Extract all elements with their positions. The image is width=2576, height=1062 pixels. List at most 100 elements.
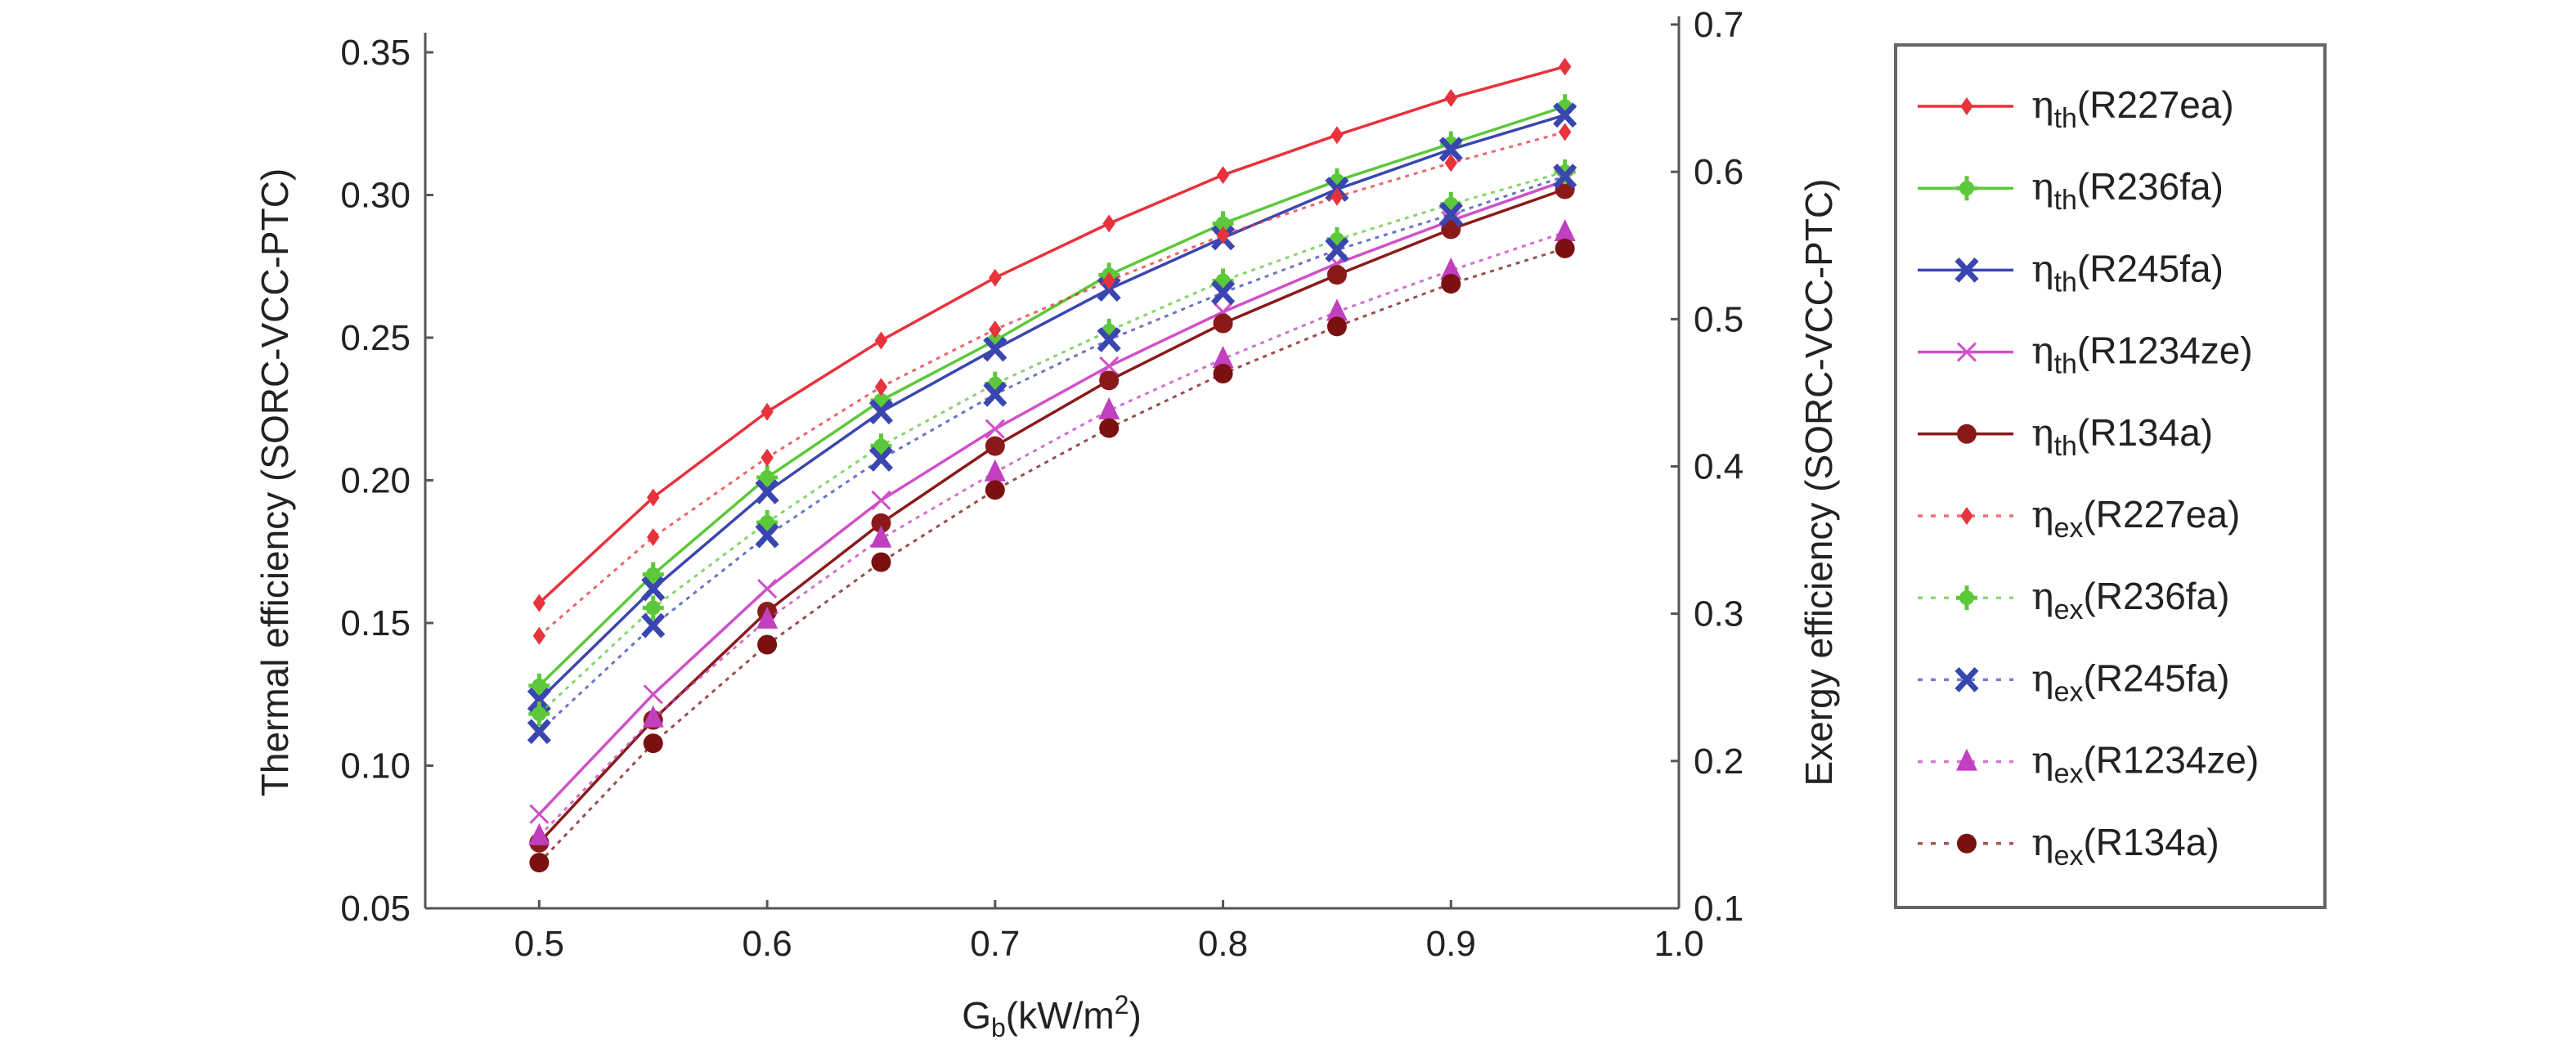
series-th-R1234ze [529,170,1575,824]
plot-area [527,57,1577,873]
marker-plus-cross [1956,585,1977,611]
marker-circle [1441,219,1461,240]
marker-plus-cross [642,595,664,621]
marker-thin-x [757,579,778,599]
legend-label: ηex(R236fa) [2031,574,2229,625]
series-ex-R236fa [528,159,1576,727]
marker-diamond [1960,507,1973,525]
marker-x [641,576,666,602]
y-axis-label-left: Thermal efficiency (SORC-VCC-PTC) [254,168,296,796]
marker-triangle [528,822,550,845]
marker-plus [1956,176,1977,201]
x-axis-label: Gb(kW/m2) [962,990,1142,1042]
marker-plus-cross [756,509,779,535]
series-line [538,179,1566,816]
marker-x [641,612,666,639]
marker-x [1325,237,1349,263]
x-tick-label: 0.8 [1198,924,1248,964]
marker-triangle [1098,397,1120,420]
marker-thin-x [529,804,550,824]
legend-item: ηth(R227ea) [1918,83,2234,134]
marker-plus [756,509,779,535]
marker-circle [1326,265,1347,285]
y-tick-label-left: 0.25 [340,318,411,358]
marker-diamond [874,331,888,350]
legend-label: ηex(R245fa) [2031,656,2229,707]
marker-diamond [1216,166,1230,185]
marker-diamond [1558,123,1572,141]
legend-item: ηex(R236fa) [1918,574,2229,625]
x-tick-label: 0.5 [514,924,564,964]
marker-plus [1956,585,1977,611]
marker-triangle [642,705,664,728]
marker-thin-x [643,684,663,705]
marker-x [1438,202,1463,227]
marker-triangle [1956,748,1977,771]
marker-x [868,446,894,472]
legend-item: ηex(R245fa) [1918,656,2229,707]
y-tick-label-left: 0.35 [340,33,411,73]
marker-diamond [1331,187,1344,206]
marker-diamond [989,268,1002,287]
marker-circle [1099,370,1120,391]
marker-plus-cross [528,673,550,698]
y-tick-label-right: 0.5 [1694,299,1744,339]
y-tick-label-right: 0.6 [1694,152,1744,192]
series-ex-R1234ze [528,219,1576,845]
y-tick-label-left: 0.20 [340,461,411,501]
legend-label: ηex(R134a) [2031,820,2219,872]
y-tick-label-left: 0.10 [340,746,411,786]
marker-x [1097,327,1121,352]
marker-thin-x [985,419,1005,439]
marker-diamond [532,594,546,612]
marker-diamond [1558,57,1572,76]
legend-label: ηth(R1234ze) [2031,329,2253,380]
legend-item: ηex(R1234ze) [1918,738,2259,790]
marker-circle [985,480,1005,500]
marker-plus-cross [528,701,550,727]
marker-circle [985,436,1005,456]
marker-x [1210,280,1236,306]
marker-triangle [1554,219,1576,242]
marker-plus-cross [870,433,892,459]
legend: ηth(R227ea) ηth(R236fa) ηth(R245fa) ηth(R12… [1918,83,2259,872]
marker-x [527,719,551,745]
marker-x [868,399,894,425]
marker-plus [642,562,664,587]
series-th-R245fa [527,102,1577,713]
marker-thin-x [1956,342,1977,362]
y-tick-label-left: 0.30 [340,176,411,216]
marker-diamond [532,626,546,645]
legend-item: ηth(R134a) [1918,410,2213,462]
marker-circle [529,853,550,873]
marker-x [983,336,1008,362]
series-ex-R227ea [532,123,1572,645]
marker-circle [1441,274,1461,294]
marker-x [755,522,779,549]
series-line [538,65,1566,604]
marker-triangle [1212,345,1234,368]
marker-diamond [874,378,888,397]
marker-circle [1099,418,1120,438]
marker-plus [756,465,779,491]
axes: 0.5 0.6 0.7 0.8 0.9 1.0 0.05 0.10 0.15 0.20 0.25 0.… [340,5,1744,964]
series-line [538,187,1566,844]
legend-item: ηex(R134a) [1918,820,2219,872]
marker-triangle [1440,257,1462,280]
series-line [538,231,1566,837]
legend-label: ηth(R245fa) [2031,246,2224,298]
series-line [538,114,1566,701]
marker-circle [1213,363,1233,383]
series-line [538,175,1566,733]
y-tick-label-right: 0.4 [1694,447,1744,487]
marker-plus-cross [756,465,779,491]
x-tick-label: 1.0 [1654,924,1703,964]
marker-diamond [647,488,660,507]
legend-label: ηth(R236fa) [2031,164,2224,216]
series-line [538,170,1566,715]
marker-circle [1957,833,1977,854]
marker-x [1553,102,1577,128]
marker-circle [1957,423,1977,444]
y-tick-label-left: 0.05 [340,889,411,929]
